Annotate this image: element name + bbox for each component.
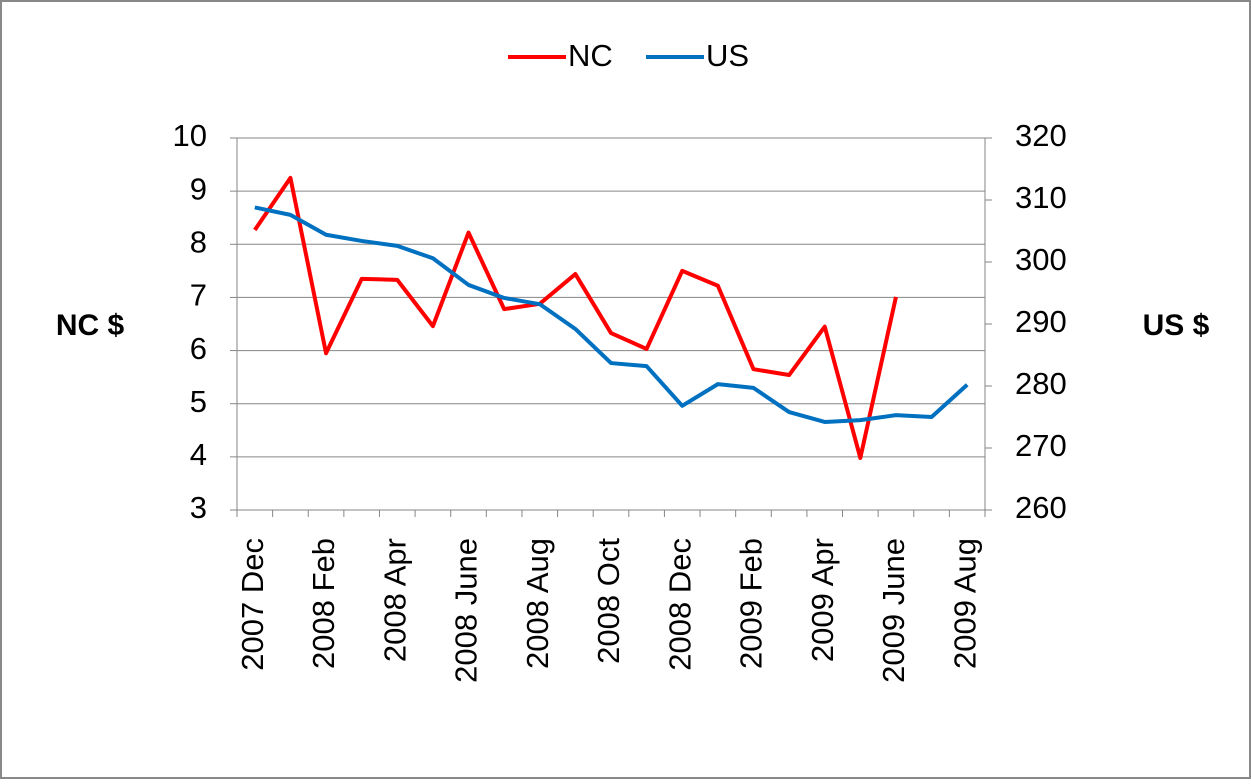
y-tick-label: 5 [190, 384, 207, 419]
series-line [254, 205, 969, 424]
y-tick-label: 10 [173, 118, 207, 153]
x-tick-label: 2009 Apr [805, 538, 840, 662]
y-axis-title: NC $ [56, 309, 125, 342]
x-tick-label: 2008 June [449, 538, 484, 683]
x-tick-label: 2009 June [876, 538, 911, 683]
x-tick-label: 2008 Dec [662, 538, 697, 671]
x-tick-label: 2008 Feb [306, 538, 341, 669]
y2-tick-label: 270 [1015, 428, 1067, 463]
y2-tick-label: 260 [1015, 490, 1067, 525]
y-tick-label: 9 [190, 171, 207, 206]
y2-axis-title: US $ [1143, 309, 1210, 342]
y2-tick-label: 280 [1015, 366, 1067, 401]
y-tick-label: 8 [190, 224, 207, 259]
y2-tick-label: 290 [1015, 304, 1067, 339]
y2-tick-label: 320 [1015, 118, 1067, 153]
y-tick-label: 4 [190, 437, 207, 472]
x-tick-label: 2008 Apr [377, 538, 412, 662]
y-tick-label: 6 [190, 331, 207, 366]
legend-label: US [706, 38, 749, 73]
legend-label: NC [568, 38, 613, 73]
series-line [253, 175, 898, 460]
y2-tick-label: 300 [1015, 242, 1067, 277]
x-tick-label: 2009 Feb [734, 538, 769, 669]
x-tick-label: 2008 Oct [591, 538, 626, 664]
y-tick-label: 3 [190, 490, 207, 525]
x-tick-label: 2008 Aug [520, 538, 555, 669]
y-tick-label: 7 [190, 278, 207, 313]
y2-tick-label: 310 [1015, 180, 1067, 215]
x-tick-label: 2009 Aug [947, 538, 982, 669]
x-tick-label: 2007 Dec [235, 538, 270, 671]
